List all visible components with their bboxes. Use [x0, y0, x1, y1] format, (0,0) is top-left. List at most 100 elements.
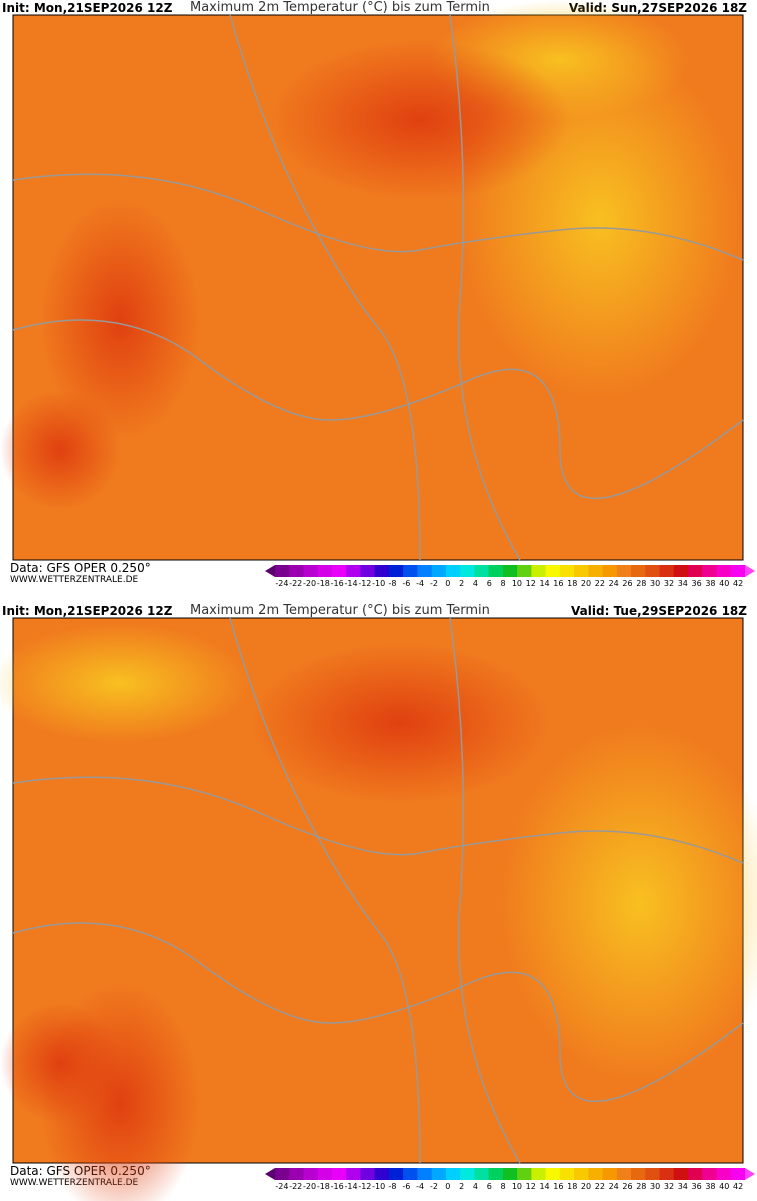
- map-shape: [12, 776, 744, 864]
- colorbar-segment: [559, 1168, 575, 1180]
- map-shape: [270, 40, 570, 200]
- colorbar-label: 28: [636, 1182, 646, 1191]
- colorbar-label: -14: [344, 1182, 357, 1191]
- colorbar-label: 4: [473, 1182, 478, 1191]
- colorbar-segment: [346, 1168, 361, 1180]
- colorbar-arrow: [745, 565, 755, 577]
- colorbar-label: -4: [416, 1182, 424, 1191]
- map-shape: [0, 623, 250, 743]
- colorbar-label: 18: [567, 1182, 577, 1191]
- colorbar-label: -12: [358, 579, 371, 588]
- colorbar-label: -10: [372, 1182, 385, 1191]
- colorbar-segment: [317, 1168, 333, 1180]
- colorbar-label: 36: [692, 579, 702, 588]
- colorbar-label: 6: [487, 1182, 492, 1191]
- colorbar-segment: [673, 1168, 689, 1180]
- colorbar-label: -12: [358, 1182, 371, 1191]
- colorbar-label: 42: [733, 1182, 743, 1191]
- colorbar-segment: [602, 565, 618, 577]
- colorbar-label: -20: [303, 1182, 316, 1191]
- colorbar-segment: [688, 1168, 703, 1180]
- map: -24 -22 -20 -18 -16 -14 -12 -10 -8 -6 -4 -2 0 2 4 6 8 10 1…: [0, 0, 755, 588]
- colorbar-segment: [559, 565, 575, 577]
- colorbar-label: -24: [275, 579, 288, 588]
- colorbar-label: -16: [331, 1182, 344, 1191]
- colorbar-segment: [303, 1168, 319, 1180]
- colorbar-label: -16: [331, 579, 344, 588]
- colorbar-segment: [403, 1168, 418, 1180]
- colorbar-label: 14: [539, 1182, 549, 1191]
- colorbar-segment: [645, 1168, 661, 1180]
- colorbar-label: 2: [459, 579, 464, 588]
- colorbar-segment: [289, 565, 304, 577]
- colorbar-segment: [702, 1168, 718, 1180]
- colorbar-segment: [688, 565, 703, 577]
- colorbar-segment: [730, 565, 746, 577]
- colorbar-segment: [588, 565, 604, 577]
- colorbar-segment: [517, 1168, 532, 1180]
- colorbar-segment: [659, 565, 675, 577]
- colorbar-arrow: [745, 1168, 755, 1180]
- colorbar-label: 10: [512, 1182, 522, 1191]
- colorbar-segment: [275, 565, 290, 577]
- colorbar-label: 30: [650, 579, 660, 588]
- colorbar-segment: [631, 1168, 646, 1180]
- colorbar-segment: [645, 565, 661, 577]
- colorbar-segment: [673, 565, 689, 577]
- map-title: Maximum 2m Temperatur (°C) bis zum Termi…: [190, 0, 490, 15]
- colorbar-segment: [517, 565, 532, 577]
- colorbar-segment: [303, 565, 319, 577]
- colorbar-label: -2: [430, 1182, 438, 1191]
- colorbar-segment: [730, 1168, 746, 1180]
- colorbar-segment: [388, 565, 404, 577]
- colorbar-segment: [374, 565, 390, 577]
- map-shape: [500, 723, 757, 1083]
- colorbar-segment: [631, 565, 646, 577]
- colorbar-segment: [431, 1168, 447, 1180]
- colorbar-label: 38: [705, 579, 715, 588]
- map-shape: [12, 922, 744, 1102]
- map-shape: [0, 1003, 120, 1123]
- colorbar-label: 4: [473, 579, 478, 588]
- colorbar-label: 20: [581, 1182, 591, 1191]
- map-shape: [12, 173, 744, 261]
- website: WWW.WETTERZENTRALE.DE: [10, 575, 139, 585]
- colorbar-label: -22: [289, 1182, 302, 1191]
- colorbar-label: 16: [553, 1182, 563, 1191]
- data-source: Data: GFS OPER 0.250°: [10, 561, 151, 575]
- colorbar-label: 14: [539, 579, 549, 588]
- colorbar-segment: [346, 565, 361, 577]
- colorbar-label: 22: [595, 1182, 605, 1191]
- colorbar-segment: [716, 565, 732, 577]
- colorbar-segment: [531, 565, 547, 577]
- colorbar-segment: [716, 1168, 732, 1180]
- map-shape: [0, 390, 120, 510]
- colorbar-label: 2: [459, 1182, 464, 1191]
- map: -24 -22 -20 -18 -16 -14 -12 -10 -8 -6 -4 -2 0 2 4 6 8 10 1…: [0, 617, 757, 1201]
- colorbar-label: 10: [512, 579, 522, 588]
- colorbar-segment: [474, 565, 490, 577]
- colorbar-label: 24: [609, 1182, 619, 1191]
- colorbar-label: -22: [289, 579, 302, 588]
- colorbar-segment: [616, 1168, 632, 1180]
- colorbar-label: 32: [664, 579, 674, 588]
- colorbar-segment: [417, 1168, 433, 1180]
- colorbar-segment: [545, 565, 561, 577]
- colorbar-segment: [445, 1168, 461, 1180]
- colorbar-label: 8: [501, 1182, 506, 1191]
- map-shape: [229, 14, 421, 561]
- colorbar-label: -6: [402, 579, 410, 588]
- colorbar-label: 22: [595, 579, 605, 588]
- map-shape: [229, 617, 421, 1164]
- colorbar-label: 12: [526, 579, 536, 588]
- colorbar-segment: [289, 1168, 304, 1180]
- colorbar-label: 6: [487, 579, 492, 588]
- map-shape: [250, 643, 550, 803]
- colorbar-segment: [602, 1168, 618, 1180]
- colorbar-segment: [488, 565, 504, 577]
- colorbar-segment: [488, 1168, 504, 1180]
- colorbar-segment: [360, 565, 376, 577]
- colorbar-label: 38: [705, 1182, 715, 1191]
- colorbar-segment: [659, 1168, 675, 1180]
